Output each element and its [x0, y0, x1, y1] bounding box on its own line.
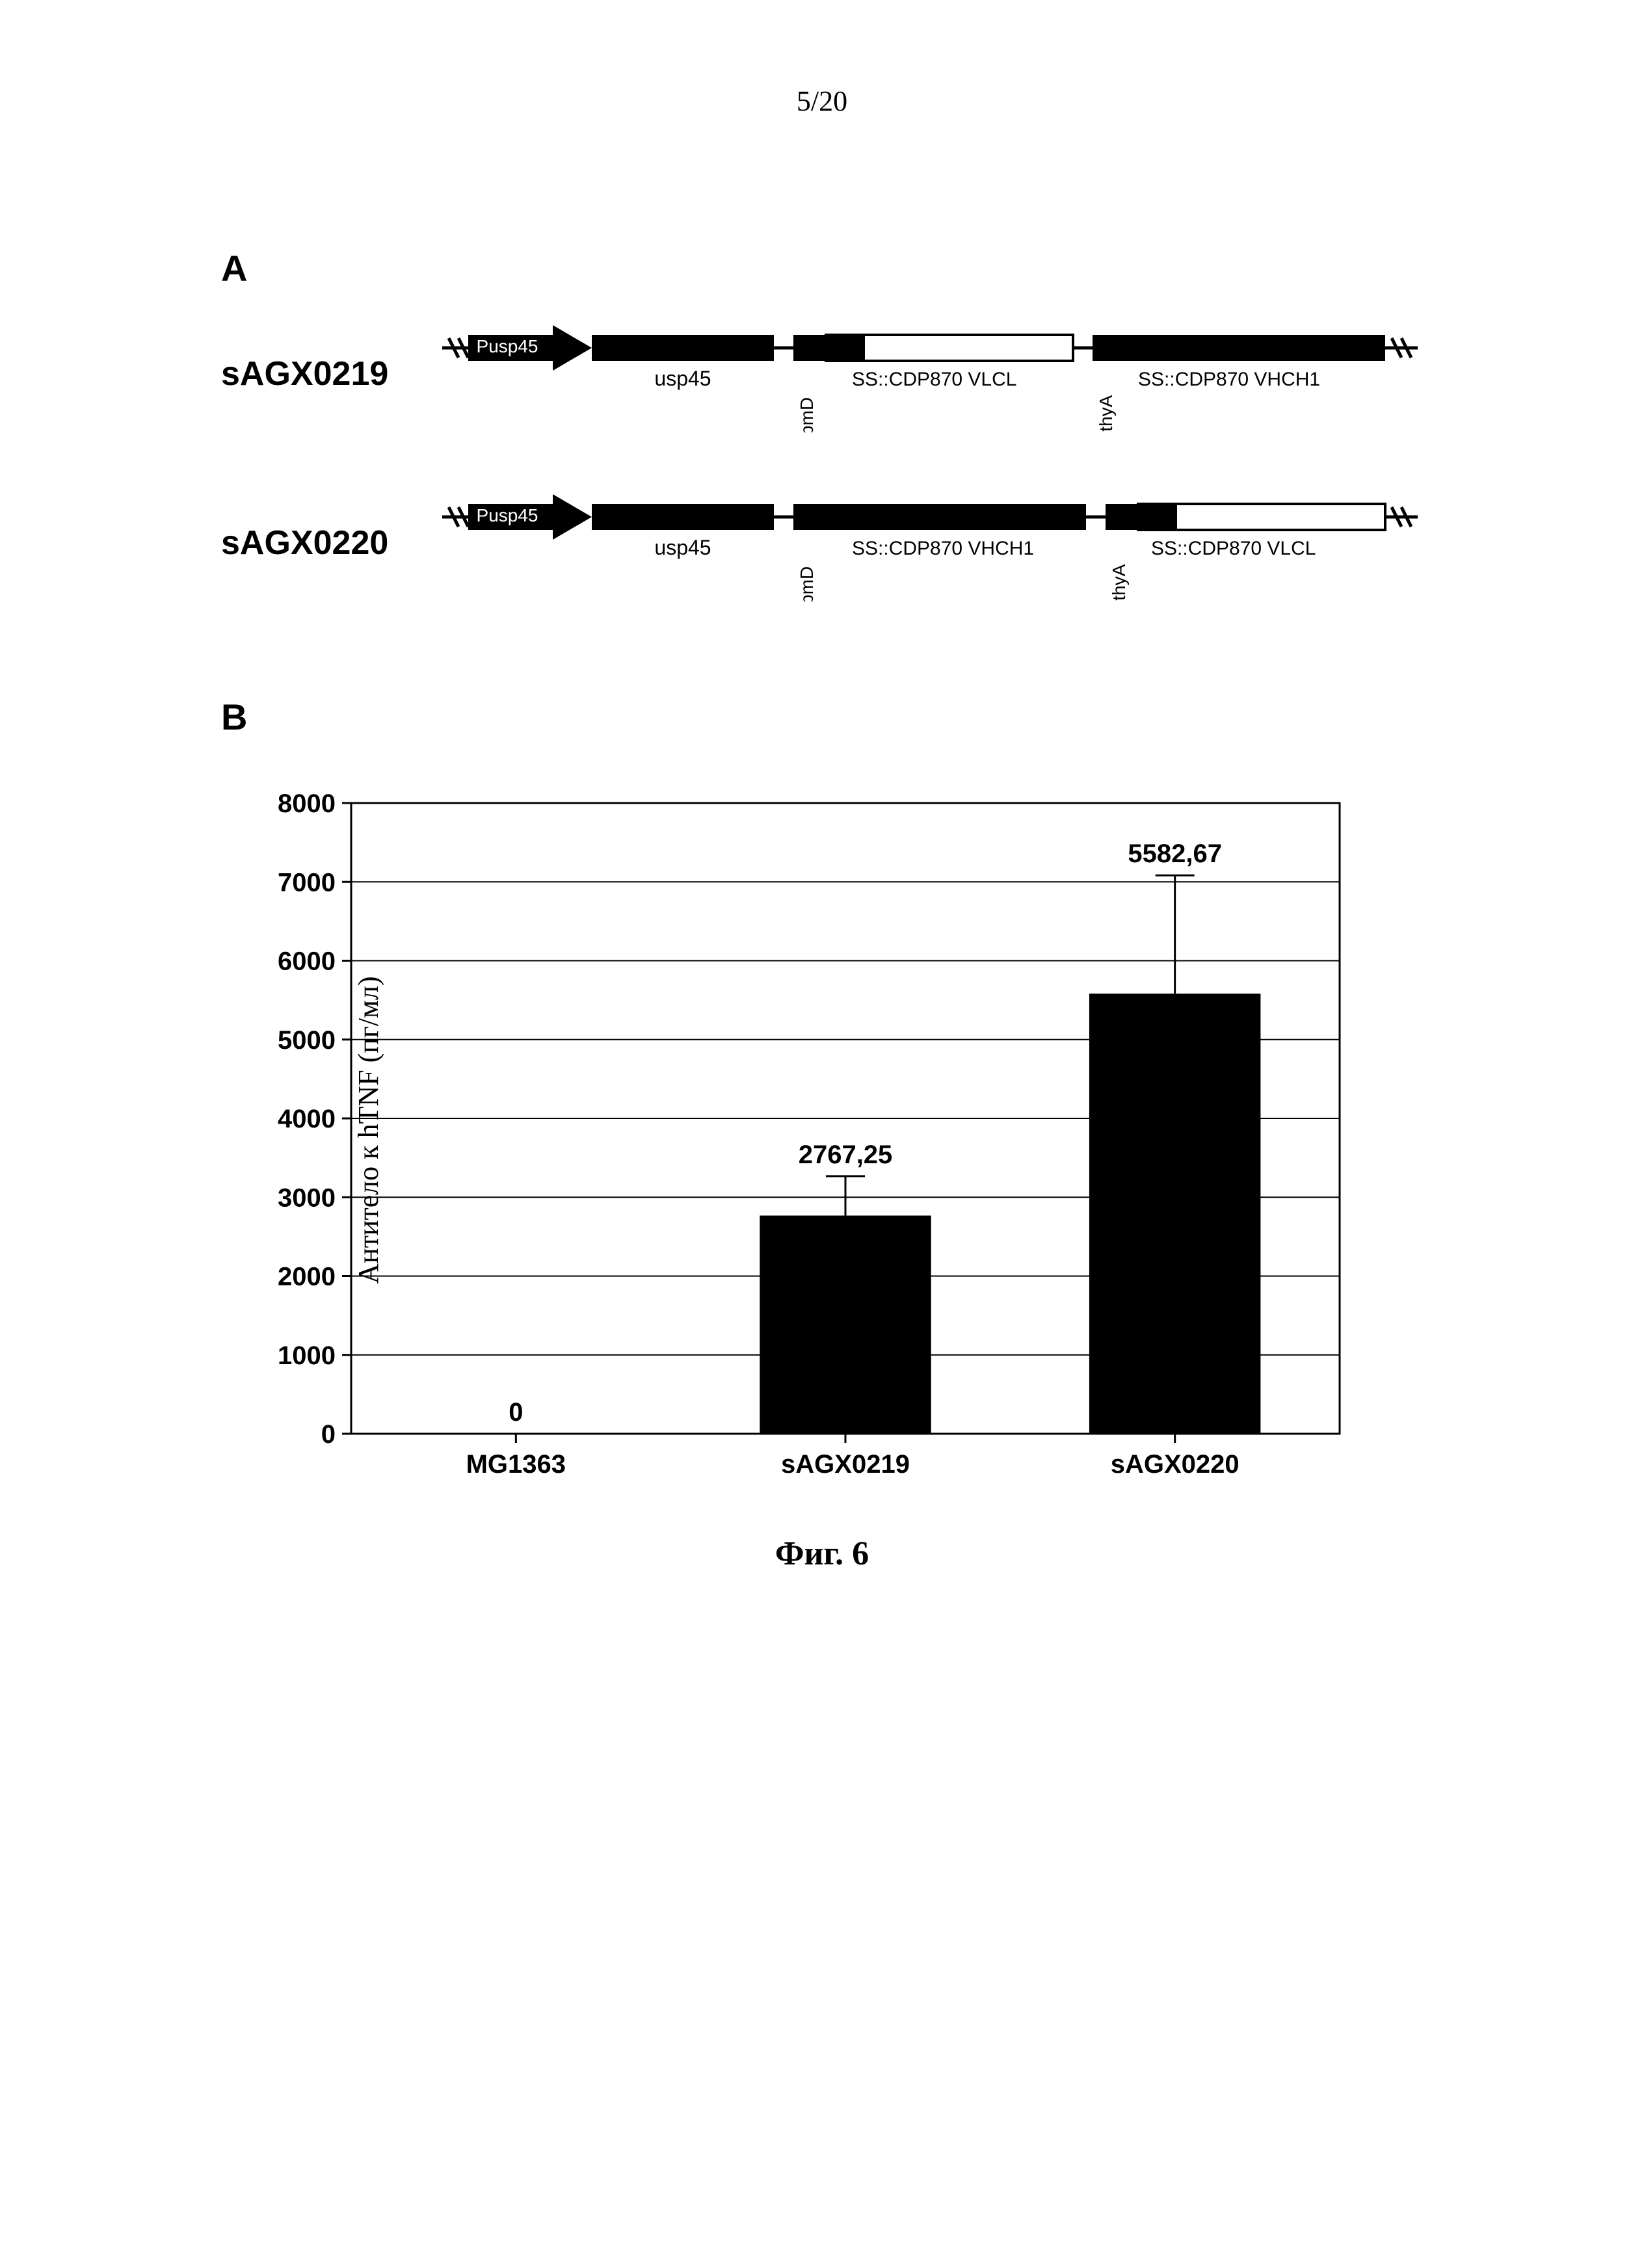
svg-text:SS::CDP870 VHCH1: SS::CDP870 VHCH1	[852, 538, 1034, 559]
construct-row: sAGX0220 Pusp45 usp45 rpmD SS::CDP870 VH…	[221, 484, 1444, 601]
panel-a-label: A	[221, 247, 1444, 289]
bar-chart: 0 1000 2000 3000 4000 5000 6000 7000 8000 0 MG1363…	[260, 764, 1366, 1492]
svg-text:5582,67: 5582,67	[1128, 839, 1222, 868]
svg-text:7000: 7000	[278, 868, 336, 897]
svg-text:PthyA: PthyA	[1109, 564, 1129, 601]
construct-name: sAGX0219	[221, 354, 429, 393]
svg-text:SS::CDP870 VLCL: SS::CDP870 VLCL	[852, 369, 1016, 390]
svg-text:SS::CDP870 VHCH1: SS::CDP870 VHCH1	[1138, 369, 1320, 390]
svg-text:rpmD: rpmD	[797, 397, 817, 432]
svg-text:2000: 2000	[278, 1263, 336, 1291]
svg-text:SS::CDP870 VLCL: SS::CDP870 VLCL	[1151, 538, 1316, 559]
svg-text:rpmD: rpmD	[797, 566, 817, 601]
svg-text:MG1363: MG1363	[466, 1450, 566, 1479]
panel-b-label: B	[221, 696, 1444, 738]
svg-text:5000: 5000	[278, 1026, 336, 1055]
svg-text:6000: 6000	[278, 947, 336, 976]
panel-a: A sAGX0219 Pusp45 usp45 rpmD SS::CDP870 …	[221, 247, 1444, 653]
svg-text:4000: 4000	[278, 1105, 336, 1133]
construct-row: sAGX0219 Pusp45 usp45 rpmD SS::CDP870 VL…	[221, 315, 1444, 432]
svg-text:3000: 3000	[278, 1183, 336, 1212]
panel-b: B Антитело к hTNF (пг/мл) 0 1000 2000 3000 4…	[221, 696, 1444, 1496]
chart-wrap: Антитело к hTNF (пг/мл) 0 1000 2000 3000 400…	[260, 764, 1444, 1496]
construct-name: sAGX0220	[221, 523, 429, 562]
svg-text:PthyA: PthyA	[1096, 395, 1116, 432]
svg-text:sAGX0219: sAGX0219	[781, 1450, 910, 1479]
svg-text:1000: 1000	[278, 1341, 336, 1370]
svg-text:0: 0	[509, 1398, 523, 1427]
svg-text:0: 0	[321, 1420, 336, 1449]
svg-text:2767,25: 2767,25	[799, 1141, 893, 1169]
svg-text:usp45: usp45	[654, 367, 711, 390]
svg-text:sAGX0220: sAGX0220	[1111, 1450, 1240, 1479]
construct-diagram: Pusp45 usp45 rpmD SS::CDP870 VLCL PthyA …	[429, 315, 1444, 432]
svg-text:8000: 8000	[278, 789, 336, 818]
figure-caption: Фиг. 6	[775, 1535, 869, 1573]
svg-text:Pusp45: Pusp45	[477, 336, 538, 356]
svg-text:Pusp45: Pusp45	[477, 505, 538, 525]
page-number: 5/20	[797, 85, 847, 118]
construct-diagram: Pusp45 usp45 rpmD SS::CDP870 VHCH1 PthyA…	[429, 484, 1444, 601]
svg-text:usp45: usp45	[654, 536, 711, 559]
y-axis-label: Антитело к hTNF (пг/мл)	[352, 976, 385, 1284]
